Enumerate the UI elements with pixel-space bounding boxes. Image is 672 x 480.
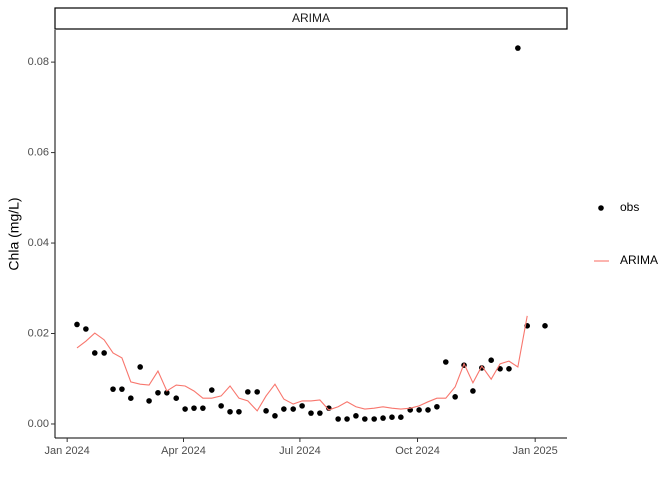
obs-point (173, 395, 180, 401)
obs-point (470, 388, 476, 394)
obs-point (380, 415, 386, 421)
obs-point (137, 364, 143, 370)
obs-point (299, 403, 305, 409)
obs-point (290, 406, 297, 412)
obs-point (110, 386, 116, 392)
obs-point (281, 406, 287, 412)
obs-point (236, 408, 242, 415)
obs-point (101, 350, 107, 356)
obs-point (344, 416, 350, 422)
obs-point (91, 350, 98, 356)
obs-point (506, 365, 512, 372)
obs-point (254, 389, 260, 395)
x-tick-label: Apr 2024 (161, 445, 206, 457)
obs-point (434, 403, 440, 410)
obs-point (119, 386, 125, 392)
obs-point (398, 414, 404, 420)
obs-point (227, 408, 233, 415)
obs-point (515, 45, 521, 51)
obs-point (208, 387, 215, 393)
obs-point (425, 407, 431, 413)
facet-strip (54, 7, 568, 30)
obs-point (164, 389, 170, 396)
obs-point (542, 323, 548, 329)
facet-title: ARIMA (292, 11, 330, 25)
obs-point (155, 389, 161, 396)
y-tick-label: 0.02 (28, 327, 49, 339)
obs-point (83, 326, 89, 332)
obs-point (245, 389, 251, 395)
legend-key (598, 205, 604, 211)
y-tick-label: 0.04 (28, 237, 49, 249)
obs-point (74, 321, 80, 328)
x-tick-label: Jul 2024 (279, 445, 321, 457)
obs-point (488, 357, 494, 363)
obs-point (442, 359, 449, 365)
y-tick-label: 0.06 (28, 146, 49, 158)
obs-point (191, 405, 197, 411)
obs-point (452, 394, 458, 400)
y-axis-title: Chla (mg/L) (6, 197, 22, 270)
obs-point (308, 410, 314, 416)
obs-point (200, 405, 206, 411)
y-tick-label: 0.08 (28, 56, 49, 68)
obs-point (416, 407, 422, 413)
obs-point (146, 398, 152, 404)
x-tick-label: Jan 2025 (513, 445, 558, 457)
y-tick-label: 0.00 (28, 418, 49, 430)
obs-point (272, 413, 278, 419)
obs-point (371, 416, 377, 422)
legend-label: obs (620, 200, 639, 214)
x-tick-label: Oct 2024 (395, 445, 440, 457)
obs-point (353, 413, 359, 419)
legend-label: ARIMA (620, 253, 658, 267)
forecast-line (76, 315, 528, 412)
obs-point (218, 403, 224, 409)
obs-point (335, 416, 341, 422)
obs-point (389, 414, 395, 420)
obs-point (128, 395, 134, 401)
obs-point (317, 410, 323, 416)
x-tick-label: Jan 2024 (45, 445, 90, 457)
obs-point (263, 408, 269, 414)
obs-point (497, 365, 503, 372)
obs-point (182, 406, 188, 412)
obs-point (362, 416, 368, 422)
